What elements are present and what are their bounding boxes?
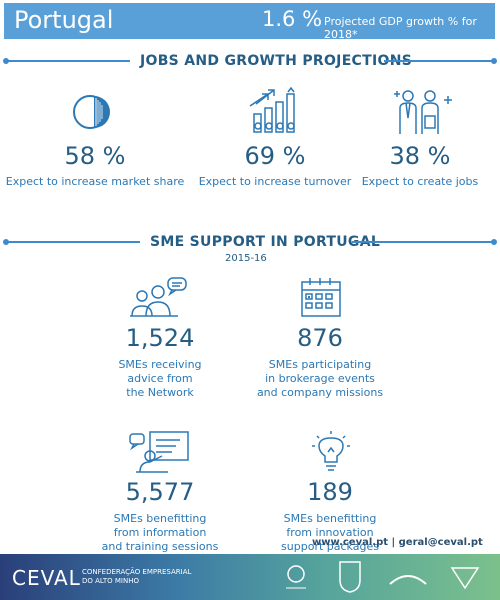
training-value: 5,577 bbox=[125, 478, 195, 506]
growth-bars-icon bbox=[248, 86, 304, 138]
aevc-logo-icon bbox=[448, 564, 482, 596]
advice-people-icon bbox=[128, 276, 190, 326]
divider-dot bbox=[491, 239, 497, 245]
calendar-icon bbox=[300, 276, 344, 322]
lightbulb-icon bbox=[311, 430, 351, 478]
divider-dot bbox=[491, 58, 497, 64]
gdp-label: Projected GDP growth % for 2018* bbox=[324, 15, 477, 41]
contact-line[interactable]: www.ceval.pt | geral@ceval.pt bbox=[312, 537, 483, 548]
divider-line-left bbox=[6, 241, 140, 243]
footer-bar: CEVAL CONFEDERAÇÃO EMPRESARIAL DO ALTO MI… bbox=[0, 554, 500, 600]
advice-value: 1,524 bbox=[125, 324, 195, 352]
people-plus-icon bbox=[392, 88, 456, 140]
crest-logo-icon bbox=[338, 560, 362, 598]
turnover-value: 69 % bbox=[244, 142, 306, 170]
sme-years: 2015-16 bbox=[225, 253, 267, 264]
market-share-value: 58 % bbox=[64, 142, 126, 170]
pie-chart-icon bbox=[72, 92, 116, 136]
brokerage-label: SMEs participating in brokerage events and… bbox=[256, 358, 384, 399]
create-jobs-value: 38 % bbox=[389, 142, 451, 170]
innovation-value: 189 bbox=[307, 478, 353, 506]
partner-logo-icon bbox=[282, 562, 310, 596]
gdp-value: 1.6 % bbox=[262, 7, 323, 31]
turnover-label: Expect to increase turnover bbox=[198, 175, 352, 188]
divider-line-left bbox=[6, 60, 130, 62]
swoosh-logo-icon bbox=[388, 566, 428, 594]
country-name: Portugal bbox=[14, 6, 114, 34]
org-name: CONFEDERAÇÃO EMPRESARIAL DO ALTO MINHO bbox=[82, 568, 192, 585]
divider-line-right bbox=[352, 241, 494, 243]
market-share-label: Expect to increase market share bbox=[5, 175, 185, 188]
jobs-section-title: JOBS AND GROWTH PROJECTIONS bbox=[140, 53, 413, 69]
sme-section-title: SME SUPPORT IN PORTUGAL bbox=[150, 234, 381, 250]
advice-label: SMEs receiving advice from the Network bbox=[118, 358, 202, 399]
training-label: SMEs benefitting from information and trai… bbox=[101, 512, 219, 553]
header-bar: Portugal 1.6 % Projected GDP growth % fo… bbox=[4, 3, 495, 41]
ceval-logo: CEVAL bbox=[12, 566, 81, 590]
brokerage-value: 876 bbox=[297, 324, 343, 352]
divider-line-right bbox=[384, 60, 494, 62]
create-jobs-label: Expect to create jobs bbox=[361, 175, 479, 188]
innovation-label: SMEs benefitting from innovation support p… bbox=[281, 512, 379, 553]
training-presentation-icon bbox=[128, 430, 192, 478]
